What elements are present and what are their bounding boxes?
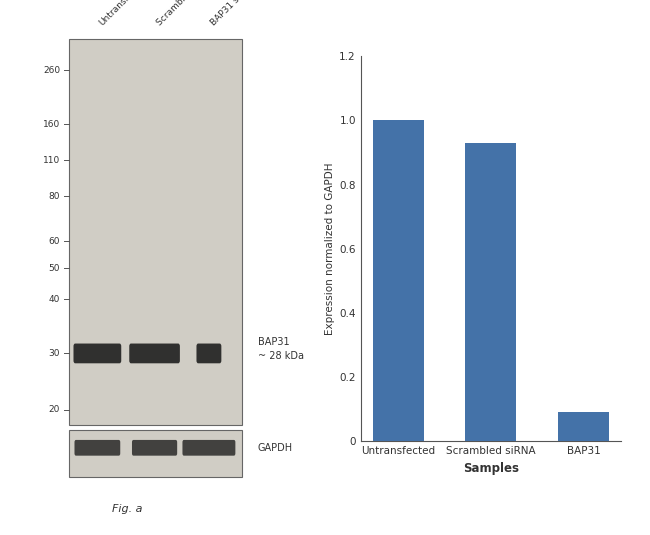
- Text: Fig. a: Fig. a: [112, 504, 142, 514]
- Y-axis label: Expression normalized to GAPDH: Expression normalized to GAPDH: [325, 163, 335, 335]
- Bar: [69, 39, 242, 425]
- Text: BAP31
~ 28 kDa: BAP31 ~ 28 kDa: [257, 338, 304, 361]
- Text: BAP31 siRNA: BAP31 siRNA: [209, 0, 257, 28]
- Bar: [465, 143, 516, 441]
- Text: Untransfected: Untransfected: [98, 0, 150, 28]
- Text: GAPDH: GAPDH: [257, 443, 292, 453]
- FancyBboxPatch shape: [183, 440, 235, 456]
- Text: 40: 40: [49, 295, 60, 304]
- FancyBboxPatch shape: [129, 343, 180, 363]
- Bar: [558, 412, 609, 441]
- Bar: [372, 120, 424, 441]
- Text: 50: 50: [49, 264, 60, 272]
- FancyBboxPatch shape: [132, 440, 177, 456]
- Text: 30: 30: [49, 349, 60, 358]
- FancyBboxPatch shape: [73, 343, 122, 363]
- Text: 20: 20: [49, 405, 60, 414]
- Text: 60: 60: [49, 236, 60, 246]
- Text: Scrambled siRNA: Scrambled siRNA: [155, 0, 216, 28]
- FancyBboxPatch shape: [75, 440, 120, 456]
- Text: 80: 80: [49, 192, 60, 201]
- Text: 260: 260: [43, 66, 60, 75]
- Text: 110: 110: [43, 156, 60, 165]
- X-axis label: Samples: Samples: [463, 462, 519, 475]
- Bar: [69, 430, 242, 477]
- Text: 160: 160: [43, 120, 60, 129]
- FancyBboxPatch shape: [196, 343, 222, 363]
